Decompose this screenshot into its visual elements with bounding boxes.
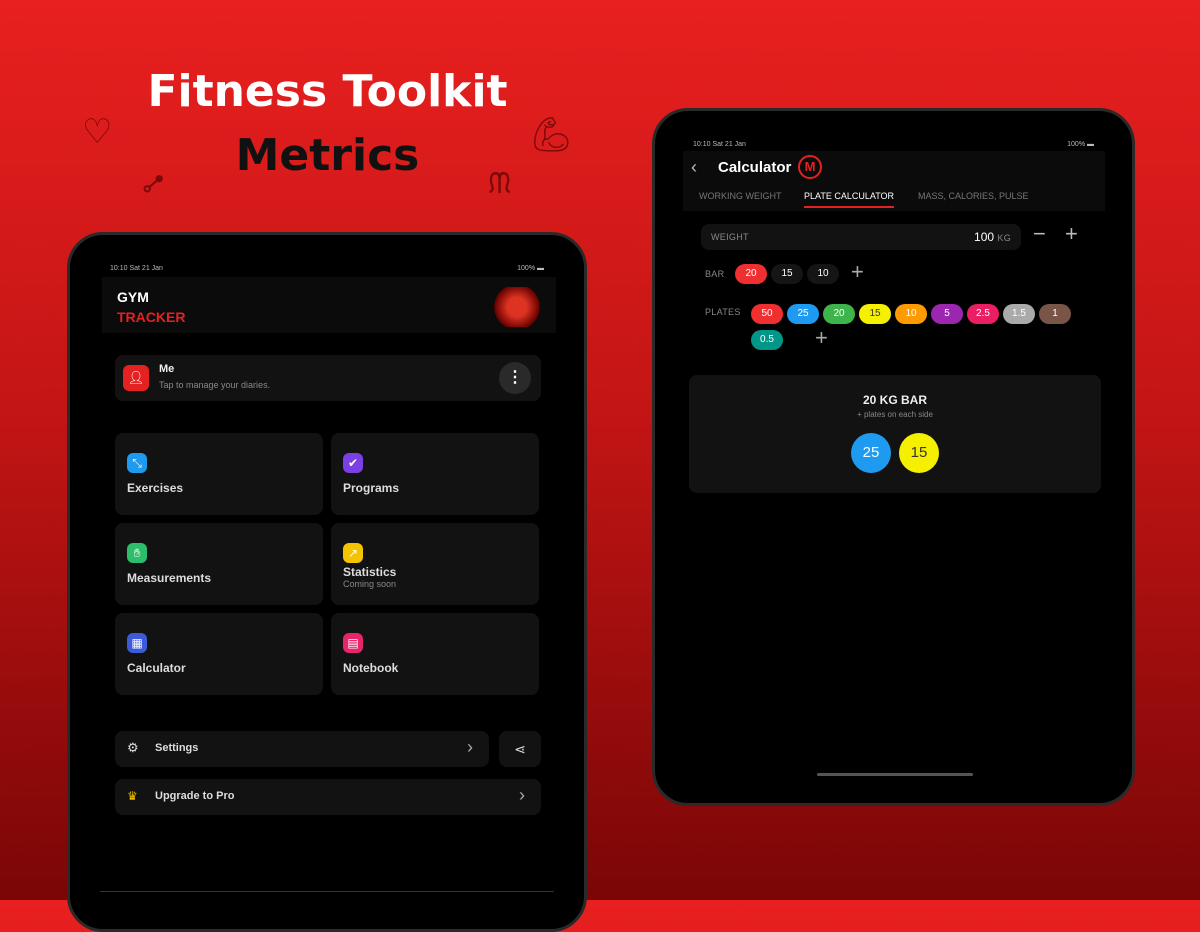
status-battery: 100% ▬ (517, 265, 544, 272)
weight-input[interactable]: WEIGHT 100 KG (701, 224, 1021, 250)
add-plate-button[interactable]: + (815, 325, 828, 350)
status-battery: 100% ▬ (1067, 141, 1094, 148)
heart-icon: ♡ (82, 113, 113, 151)
calculator-header: ‹ Calculator M WORKING WEIGHT PLATE CALC… (683, 151, 1105, 211)
plate-options: 50 25 20 15 10 5 2.5 1.5 1 0.5 + (751, 299, 1081, 351)
tile-subtitle: Coming soon (343, 579, 397, 589)
share-icon: ⋖ (514, 741, 526, 757)
weight-label: WEIGHT (711, 232, 749, 242)
plate-chip[interactable]: 5 (931, 304, 963, 324)
app-title-line1: GYM (117, 289, 149, 305)
more-options-icon[interactable]: ⋮ (499, 362, 531, 394)
profile-subtitle: Tap to manage your diaries. (159, 380, 271, 390)
right-tablet: 10:10 Sat 21 Jan 100% ▬ ‹ Calculator M W… (652, 108, 1135, 806)
bar-chip[interactable]: 10 (807, 264, 839, 284)
settings-row[interactable]: ⚙ Settings › (115, 731, 489, 767)
user-icon: 👤︎ (123, 365, 149, 391)
tile-label: Exercises (127, 481, 184, 495)
tab-plate-calculator[interactable]: PLATE CALCULATOR (804, 191, 895, 208)
profile-name: Me (159, 363, 175, 375)
headline-title: Fitness Toolkit (147, 66, 508, 117)
page-title: Calculator (718, 159, 792, 176)
headline-subtitle: Metrics (235, 130, 420, 181)
crown-icon: ♛ (127, 789, 138, 803)
profile-card[interactable]: 👤︎ Me Tap to manage your diaries. ⋮ (115, 355, 541, 401)
tile-label: Notebook (343, 661, 399, 675)
tab-working-weight[interactable]: WORKING WEIGHT (699, 191, 782, 201)
home-indicator (817, 773, 973, 776)
add-bar-button[interactable]: + (851, 259, 864, 284)
result-plate: 15 (899, 433, 939, 473)
result-plates: 25 15 (689, 433, 1101, 473)
back-icon[interactable]: ‹ (691, 157, 697, 177)
plate-chip[interactable]: 2.5 (967, 304, 999, 324)
plate-chip[interactable]: 1 (1039, 304, 1071, 324)
result-card: 20 KG BAR + plates on each side 25 15 (689, 375, 1101, 493)
chart-icon: ↗ (343, 543, 363, 563)
tile-label: Programs (343, 481, 400, 495)
bar-label: BAR (705, 269, 725, 279)
decrease-button[interactable]: − (1033, 221, 1046, 246)
notebook-icon: ▤ (343, 633, 363, 653)
app-header: GYM TRACKER (102, 277, 556, 333)
plate-chip[interactable]: 10 (895, 304, 927, 324)
result-title: 20 KG BAR (862, 393, 927, 407)
chevron-right-icon: › (519, 785, 525, 805)
divider (100, 891, 554, 892)
brand-badge: M (798, 155, 822, 179)
ruler-icon: ✋︎ (127, 543, 147, 563)
tile-label: Calculator (127, 661, 186, 675)
tile-measurements[interactable]: ✋︎ Measurements (115, 523, 323, 605)
tile-label: Measurements (127, 571, 212, 585)
bar-chip[interactable]: 15 (771, 264, 803, 284)
dumbbell-icon: ⤡ (127, 453, 147, 473)
muscle-icon: 💪︎ (530, 116, 574, 154)
status-time: 10:10 Sat 21 Jan (693, 141, 746, 148)
tile-notebook[interactable]: ▤ Notebook (331, 613, 539, 695)
calculator-icon: ▦ (127, 633, 147, 653)
bar-options: 20 15 10 (735, 263, 843, 284)
plate-chip[interactable]: 25 (787, 304, 819, 324)
app-title-line2: TRACKER (117, 309, 186, 325)
gear-icon: ⚙ (127, 740, 139, 755)
status-time: 10:10 Sat 21 Jan (110, 265, 163, 272)
plate-chip[interactable]: 20 (823, 304, 855, 324)
result-plate: 25 (851, 433, 891, 473)
plate-chip[interactable]: 50 (751, 304, 783, 324)
tile-label: Statistics (343, 565, 397, 579)
tile-programs[interactable]: ✔ Programs (331, 433, 539, 515)
plate-chip[interactable]: 15 (859, 304, 891, 324)
tile-calculator[interactable]: ▦ Calculator (115, 613, 323, 695)
plate-chip[interactable]: 1.5 (1003, 304, 1035, 324)
bar-chip[interactable]: 20 (735, 264, 767, 284)
weight-value: 100 KG (974, 230, 1011, 244)
gorilla-logo (492, 287, 542, 327)
upgrade-label: Upgrade to Pro (155, 790, 235, 802)
tile-exercises[interactable]: ⤡ Exercises (115, 433, 323, 515)
plate-chip[interactable]: 0.5 (751, 330, 783, 351)
tile-statistics[interactable]: ↗ Statistics Coming soon (331, 523, 539, 605)
upgrade-row[interactable]: ♛ Upgrade to Pro › (115, 779, 541, 815)
increase-button[interactable]: + (1065, 221, 1078, 246)
check-icon: ✔ (343, 453, 363, 473)
lungs-icon: ᙏ (488, 168, 512, 199)
share-button[interactable]: ⋖ (499, 731, 541, 767)
settings-label: Settings (155, 742, 199, 754)
plates-label: PLATES (705, 307, 741, 317)
left-tablet: 10:10 Sat 21 Jan 100% ▬ GYM TRACKER 👤︎ M… (67, 232, 587, 932)
tab-mass-calories-pulse[interactable]: MASS, CALORIES, PULSE (918, 191, 1029, 201)
result-subtitle: + plates on each side (857, 410, 933, 419)
chevron-right-icon: › (467, 737, 473, 757)
